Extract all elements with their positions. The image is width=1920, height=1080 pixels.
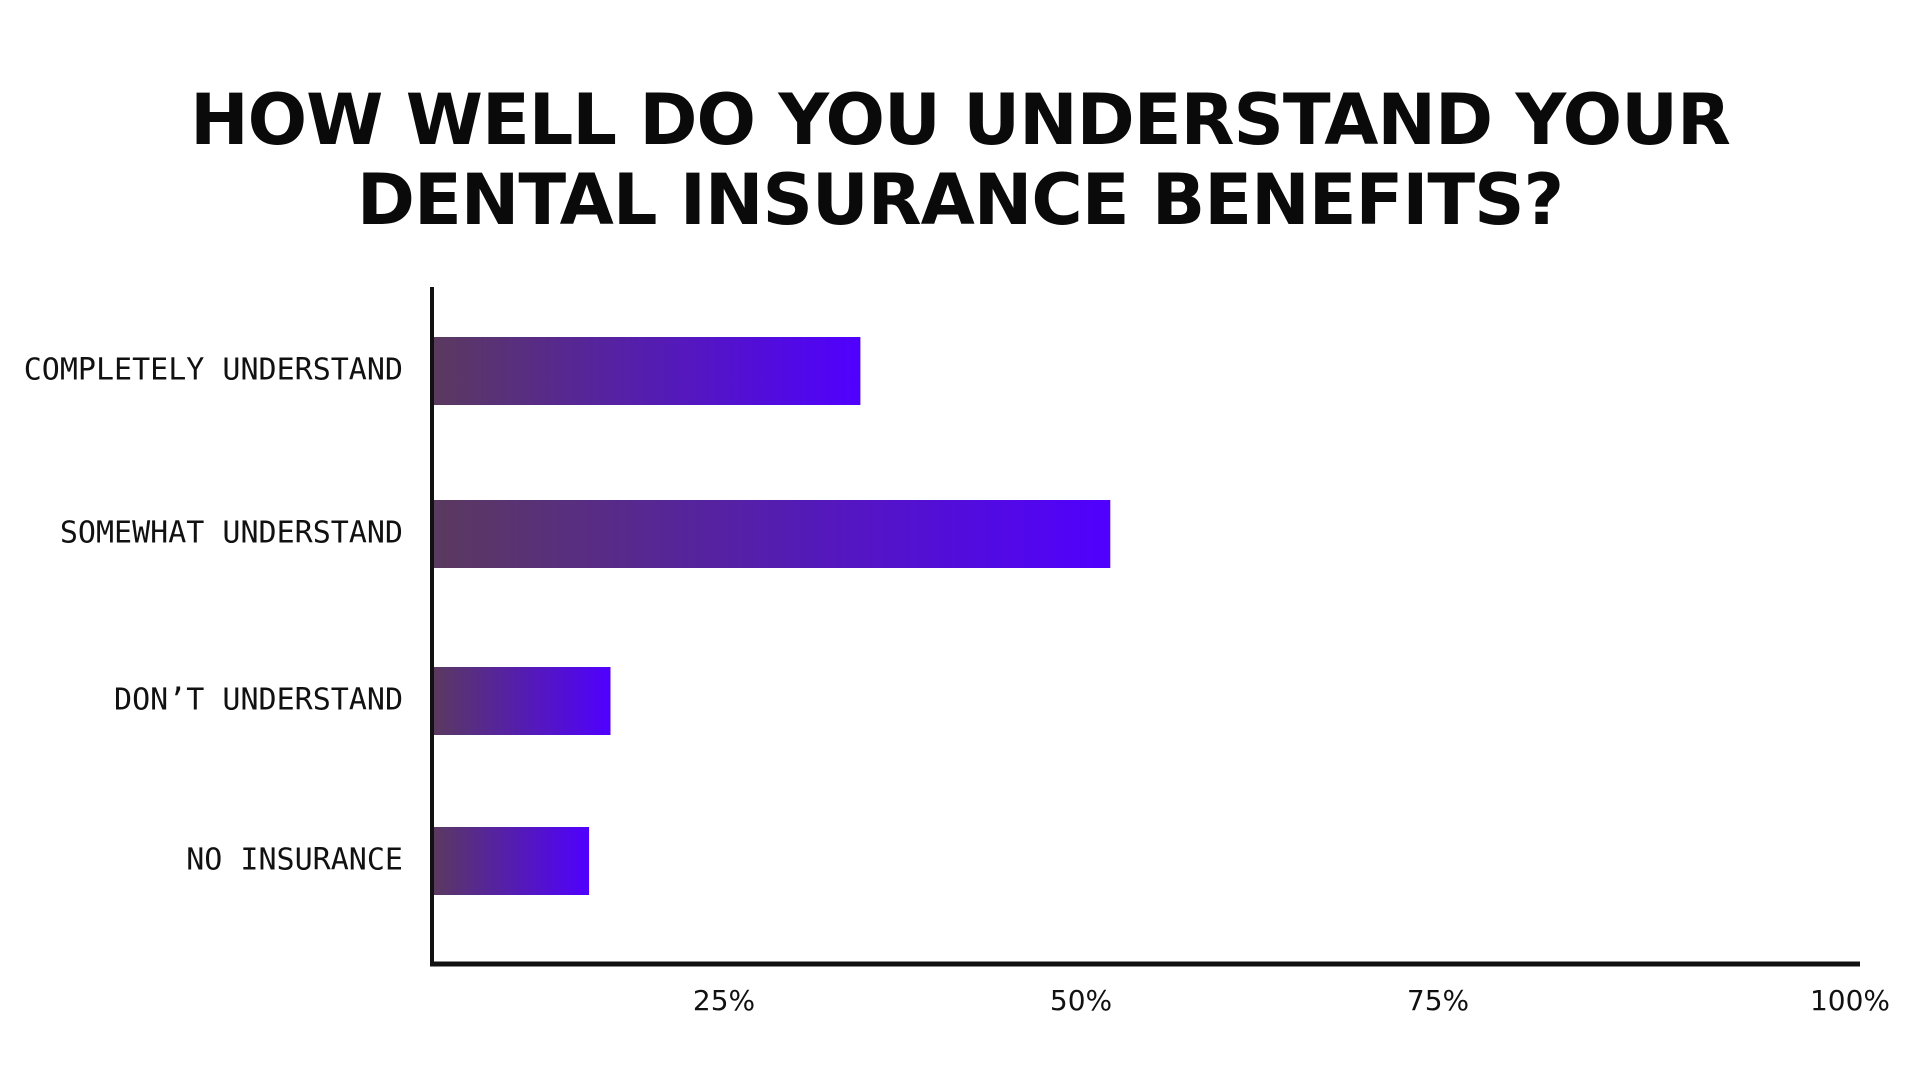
x-tick-labels: 25% 50% 75% 100% bbox=[693, 984, 1890, 1017]
bar-2 bbox=[432, 667, 611, 735]
bars-group bbox=[432, 337, 1111, 895]
x-tick-label-1: 50% bbox=[1050, 984, 1112, 1017]
chart-title-line-1: HOW WELL DO YOU UNDERSTAND YOUR bbox=[190, 79, 1731, 161]
category-label-1: SOMEWHAT UNDERSTAND bbox=[60, 516, 403, 551]
x-tick-label-2: 75% bbox=[1407, 984, 1469, 1017]
category-labels: COMPLETELY UNDERSTAND SOMEWHAT UNDERSTAND… bbox=[24, 353, 403, 878]
category-label-2: DON’T UNDERSTAND bbox=[114, 683, 403, 718]
bar-1 bbox=[432, 500, 1111, 568]
x-tick-label-0: 25% bbox=[693, 984, 755, 1017]
chart-title: HOW WELL DO YOU UNDERSTAND YOUR DENTAL I… bbox=[0, 80, 1920, 240]
bar-3 bbox=[432, 827, 590, 895]
bar-0 bbox=[432, 337, 861, 405]
chart-title-line-2: DENTAL INSURANCE BENEFITS? bbox=[356, 159, 1564, 241]
x-tick-label-3: 100% bbox=[1810, 984, 1890, 1017]
category-label-0: COMPLETELY UNDERSTAND bbox=[24, 353, 403, 388]
category-label-3: NO INSURANCE bbox=[186, 843, 403, 878]
